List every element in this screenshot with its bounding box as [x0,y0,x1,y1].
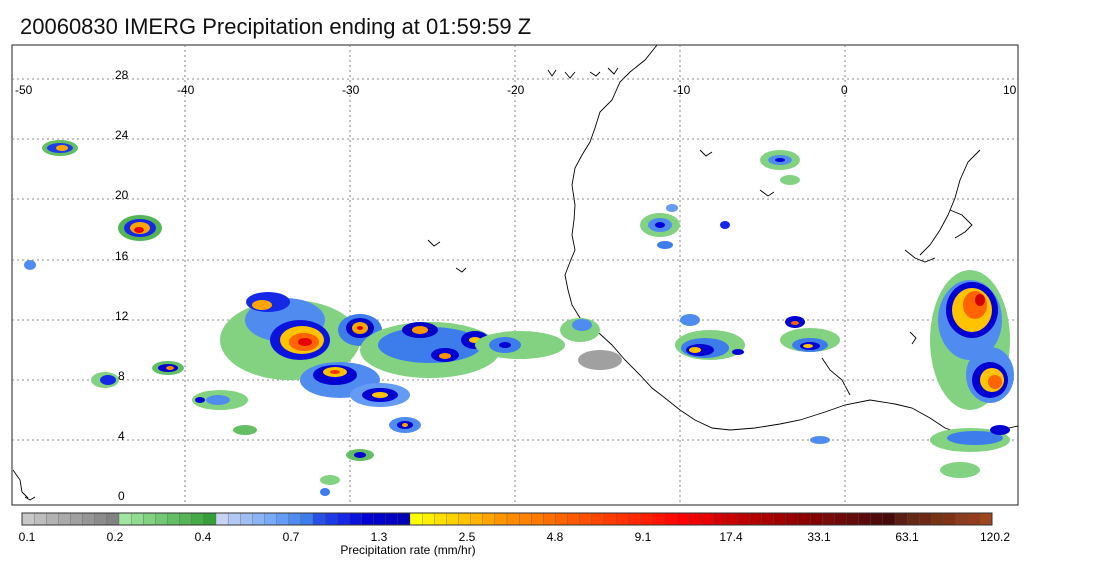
coastline [12,44,1019,501]
colorbar-tick-label: 2.5 [459,530,476,544]
lat-label: 8 [118,369,125,383]
precipitation-map: -50 -40 -30 -20 -10 0 10 28 24 20 16 12 … [11,44,1019,506]
colorbar-label: Precipitation rate (mm/hr) [340,543,475,557]
lon-label: -10 [673,83,691,97]
lat-label: 20 [115,188,129,202]
colorbar-tick-label: 0.4 [195,530,212,544]
lon-label: -40 [177,83,195,97]
precipitation-field [24,140,1014,496]
colorbar-tick-label: 33.1 [807,530,831,544]
lon-label: -30 [342,83,360,97]
lon-label: 0 [841,83,848,97]
colorbar-tick-label: 63.1 [895,530,919,544]
colorbar-ticks: 0.1 0.2 0.4 0.7 1.3 2.5 4.8 9.1 17.4 33.1 63.1 120.… [19,530,1011,544]
colorbar-tick-label: 17.4 [719,530,743,544]
lon-label: -20 [507,83,525,97]
lat-label: 0 [118,489,125,503]
colorbar-tick-label: 0.7 [283,530,300,544]
graticule [12,45,1018,505]
lat-label: 4 [118,429,125,443]
map-title: 20060830 IMERG Precipitation ending at 0… [20,14,532,39]
lat-label: 12 [115,309,129,323]
lat-label: 24 [115,128,129,142]
colorbar-tick-label: 0.1 [19,530,36,544]
lat-label: 28 [115,68,129,82]
colorbar-tick-label: 4.8 [547,530,564,544]
lon-label: -50 [15,83,33,97]
lon-label: 10 [1003,83,1017,97]
colorbar-tick-label: 1.3 [371,530,388,544]
colorbar-tick-label: 120.2 [980,530,1010,544]
colorbar-tick-label: 9.1 [635,530,652,544]
lat-label: 16 [115,249,129,263]
colorbar-tick-label: 0.2 [107,530,124,544]
